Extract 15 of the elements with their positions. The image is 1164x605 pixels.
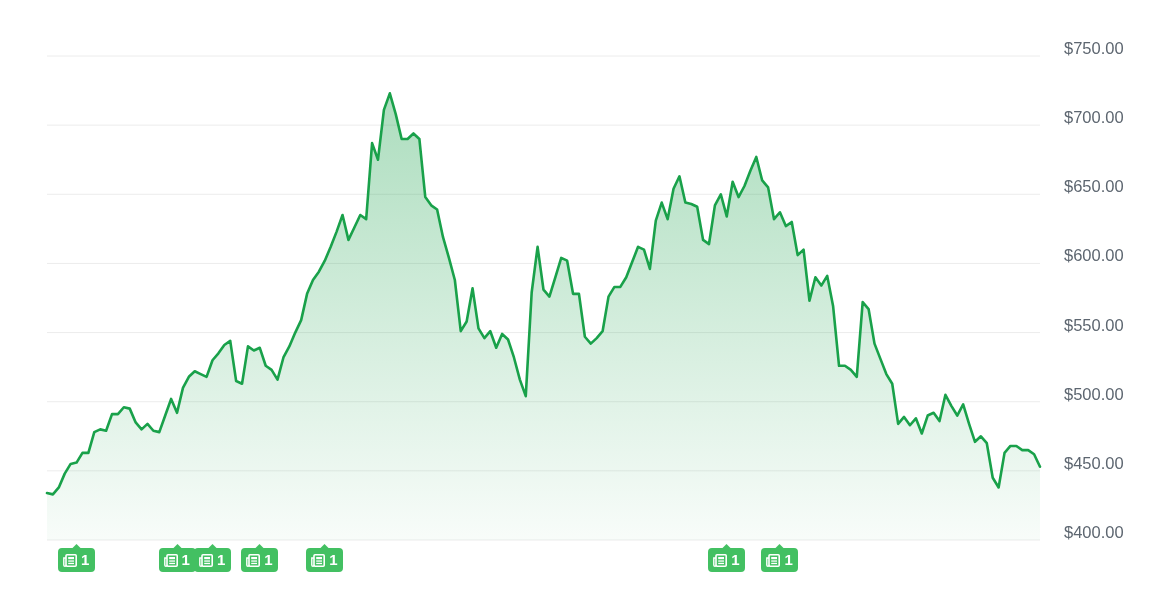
text: 1 xyxy=(81,550,90,570)
text: 1 xyxy=(731,550,740,570)
y-tick-label: $700.00 xyxy=(1064,108,1124,127)
y-tick-label: $600.00 xyxy=(1064,246,1124,265)
y-tick-label: $450.00 xyxy=(1064,453,1124,472)
y-tick-label: $400.00 xyxy=(1064,523,1124,541)
y-tick-label: $750.00 xyxy=(1064,39,1124,57)
y-tick-label: $550.00 xyxy=(1064,315,1124,334)
text: 1 xyxy=(784,550,793,570)
text: 1 xyxy=(181,550,190,570)
y-tick-label: $650.00 xyxy=(1064,177,1124,196)
text: 1 xyxy=(329,550,338,570)
y-tick-label: $500.00 xyxy=(1064,384,1124,403)
text: 1 xyxy=(264,550,273,570)
text: 1 xyxy=(217,550,226,570)
